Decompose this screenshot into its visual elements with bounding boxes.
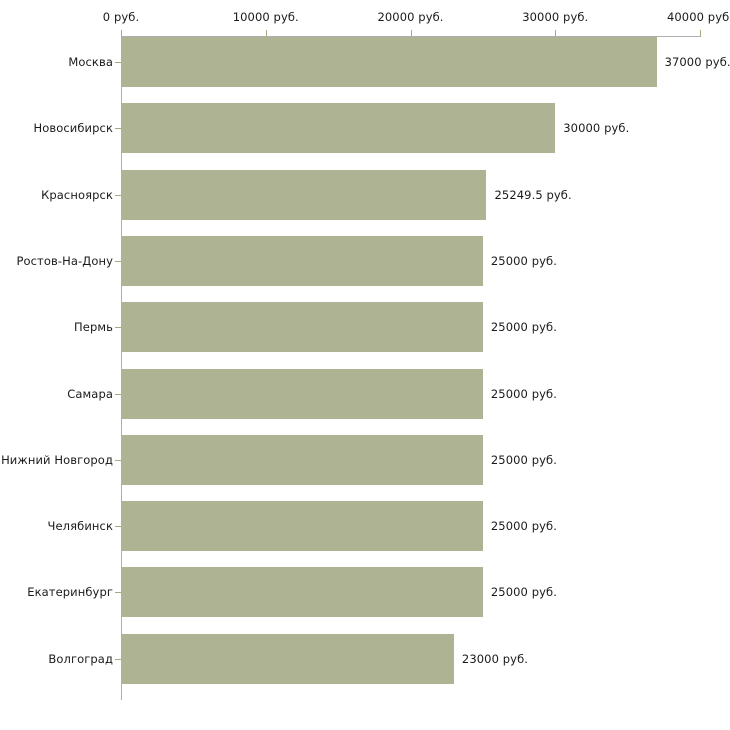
bar-value-label: 30000 руб. — [563, 121, 630, 136]
bar[interactable] — [122, 434, 483, 485]
category-label: Нижний Новгород — [1, 452, 113, 467]
x-tick-label: 20000 руб. — [377, 10, 444, 24]
x-tick-label: 40000 руб. — [666, 10, 730, 24]
bar-value-label: 25000 руб. — [490, 386, 557, 401]
bar-value-label: 25000 руб. — [490, 585, 557, 600]
y-tick-mark — [115, 128, 121, 130]
y-tick-mark — [115, 393, 121, 395]
bar-value-label: 25000 руб. — [490, 519, 557, 534]
x-tick-mark — [121, 30, 122, 37]
y-tick-mark — [115, 327, 121, 329]
x-tick-mark — [700, 30, 701, 37]
category-label: Новосибирск — [33, 121, 113, 136]
bar-value-label: 25000 руб. — [490, 320, 557, 335]
category-label: Самара — [67, 386, 113, 401]
category-label: Красноярск — [41, 187, 113, 202]
bar[interactable] — [122, 169, 487, 220]
x-tick-label: 30000 руб. — [522, 10, 589, 24]
bar[interactable] — [122, 501, 483, 552]
bar[interactable] — [122, 368, 483, 419]
y-tick-mark — [115, 658, 121, 660]
bar[interactable] — [122, 235, 483, 286]
bar-value-label: 25000 руб. — [490, 452, 557, 467]
x-tick-mark — [555, 30, 557, 37]
category-label: Ростов-На-Дону — [16, 253, 113, 268]
bar-value-label: 23000 руб. — [461, 651, 529, 666]
bar-value-label: 25000 руб. — [490, 253, 557, 268]
bar[interactable] — [122, 37, 657, 87]
x-tick-mark — [410, 30, 412, 37]
bar[interactable] — [122, 302, 483, 353]
bar[interactable] — [122, 103, 556, 154]
x-tick-mark — [265, 30, 267, 37]
y-tick-mark — [115, 592, 121, 594]
bar-value-label: 25249.5 руб. — [494, 187, 572, 202]
category-label: Пермь — [74, 320, 113, 335]
category-label: Челябинск — [47, 519, 113, 534]
bar-value-label: 37000 руб. — [664, 55, 730, 69]
y-tick-mark — [115, 459, 121, 461]
x-tick-label: 0 руб. — [102, 10, 140, 24]
y-tick-mark — [115, 526, 121, 528]
y-tick-mark — [115, 194, 121, 196]
x-tick-label: 10000 руб. — [232, 10, 299, 24]
bar[interactable] — [122, 567, 483, 618]
category-label: Екатеринбург — [27, 585, 113, 600]
category-label: Волгоград — [48, 651, 113, 666]
y-tick-mark — [115, 62, 121, 63]
bar[interactable] — [122, 633, 454, 684]
y-tick-mark — [115, 260, 121, 262]
category-label: Москва — [68, 55, 113, 69]
y-axis-line — [121, 36, 122, 700]
